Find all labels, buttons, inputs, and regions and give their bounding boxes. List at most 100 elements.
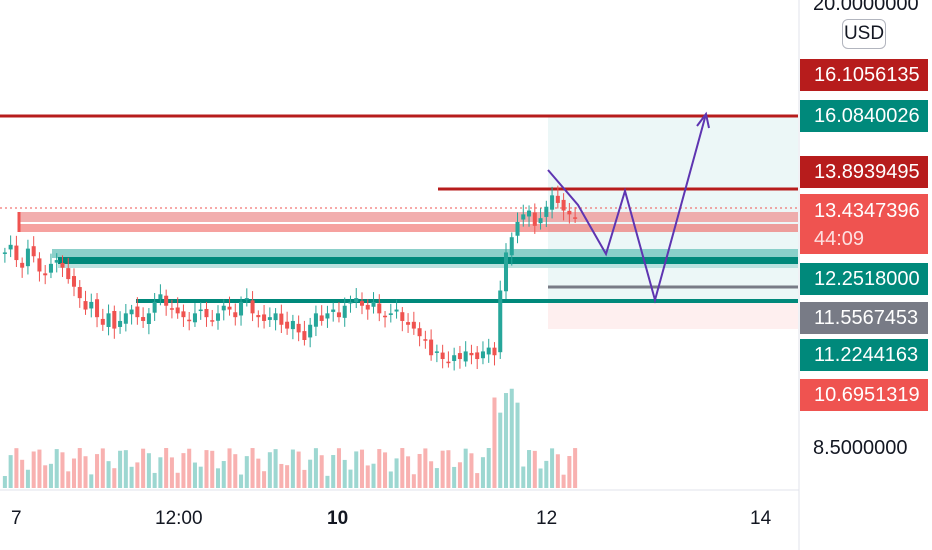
candle-body — [233, 312, 238, 318]
volume-bar — [406, 456, 411, 488]
support-zone-band-light-2[interactable] — [58, 264, 798, 268]
candle-body — [256, 315, 261, 318]
candle-body — [2, 252, 7, 254]
support-zone-band-light[interactable] — [52, 249, 798, 258]
volume-bar — [135, 462, 140, 488]
volume-bar — [118, 450, 123, 488]
candle-body — [273, 313, 278, 321]
candle-body — [279, 313, 284, 325]
volume-bar — [146, 453, 151, 488]
price-scale-bottom-label: 8.5000000 — [813, 437, 908, 459]
volume-bar — [336, 448, 341, 488]
candle-body — [434, 351, 439, 353]
volume-bar — [308, 459, 313, 488]
volume-bar — [244, 456, 249, 488]
volume-bar — [60, 452, 65, 488]
volume-bar — [129, 466, 134, 488]
candle-body — [486, 347, 491, 355]
price-tag-11-224: 11.2244163 — [800, 339, 928, 371]
candle-body — [371, 301, 376, 307]
volume-bar — [359, 449, 365, 488]
volume-bar — [388, 471, 393, 488]
candle-body — [359, 301, 365, 306]
support-zone-band-dark[interactable] — [58, 257, 798, 264]
candle-body — [521, 214, 526, 220]
price-tag-11-556: 11.5567453 — [800, 302, 928, 334]
candle-body — [544, 206, 549, 217]
volume-bar — [555, 454, 560, 488]
volume-bar — [302, 469, 307, 488]
volume-bar — [423, 448, 428, 488]
candle-body — [532, 212, 537, 226]
candle-body — [296, 323, 301, 333]
volume-bar — [43, 465, 48, 488]
volume-bar — [210, 450, 215, 488]
resistance-zone-band-2[interactable] — [18, 224, 798, 232]
stop-zone[interactable] — [548, 301, 798, 329]
volume-bar — [164, 448, 169, 488]
candle-body — [285, 321, 290, 329]
resistance-zone-band[interactable] — [18, 212, 798, 222]
volume-bar — [538, 468, 543, 488]
candle-body — [319, 315, 324, 321]
time-label-7: 7 — [11, 508, 22, 529]
candle-body — [239, 301, 244, 316]
candle-body — [192, 313, 197, 323]
volume-bar — [515, 402, 520, 488]
volume-bar — [365, 465, 370, 488]
volume-bar — [239, 474, 244, 488]
volume-bar — [66, 471, 71, 488]
current-price-value: 13.4347396 — [814, 200, 920, 222]
volume-bar — [498, 412, 503, 488]
candle-body — [452, 355, 457, 361]
candle-body — [95, 299, 100, 318]
candle-body — [417, 328, 422, 337]
candle-body — [262, 314, 267, 321]
candle-body — [250, 300, 255, 314]
volume-bar — [279, 463, 284, 488]
candle-body — [509, 237, 514, 256]
time-label-14: 14 — [750, 508, 772, 529]
volume-bar — [446, 450, 451, 488]
candle-body — [123, 313, 128, 324]
price-tag-13-893: 13.8939495 — [800, 156, 928, 188]
volume-bar — [152, 472, 157, 488]
candle-body — [77, 287, 82, 299]
volume-bar — [175, 472, 180, 488]
volume-bar — [48, 463, 53, 488]
candle-body — [411, 321, 416, 329]
candle-body — [567, 210, 572, 215]
currency-button[interactable]: USD — [842, 19, 886, 49]
volume-bar — [440, 450, 445, 488]
projected-path[interactable] — [547, 113, 707, 304]
volume-bar — [475, 473, 480, 488]
volume-bar — [354, 451, 359, 488]
volume-bar — [100, 448, 105, 488]
volume-bar — [181, 453, 186, 488]
volume-bar — [273, 449, 278, 488]
candle-body — [71, 276, 77, 287]
candle-body — [169, 308, 174, 310]
candle-body — [325, 313, 330, 319]
candle-body — [302, 331, 307, 340]
volume-bar — [83, 456, 88, 488]
volume-bar — [54, 449, 59, 488]
volume-bar — [509, 388, 514, 488]
time-label-12: 12 — [536, 508, 558, 529]
candle-body — [342, 305, 347, 318]
candle-body — [48, 263, 53, 273]
candle-body — [527, 210, 532, 217]
volume-bar — [567, 456, 572, 488]
candle-body — [290, 320, 295, 330]
candle-body — [400, 312, 405, 321]
candle-body — [146, 313, 151, 324]
candle-body — [377, 303, 382, 314]
candle-body — [210, 320, 215, 322]
candle-body — [365, 304, 370, 310]
candle-body — [198, 309, 203, 312]
candle-body — [20, 262, 25, 268]
volume-bar — [400, 448, 405, 488]
candle-body — [175, 307, 180, 314]
volume-bar — [25, 469, 30, 488]
